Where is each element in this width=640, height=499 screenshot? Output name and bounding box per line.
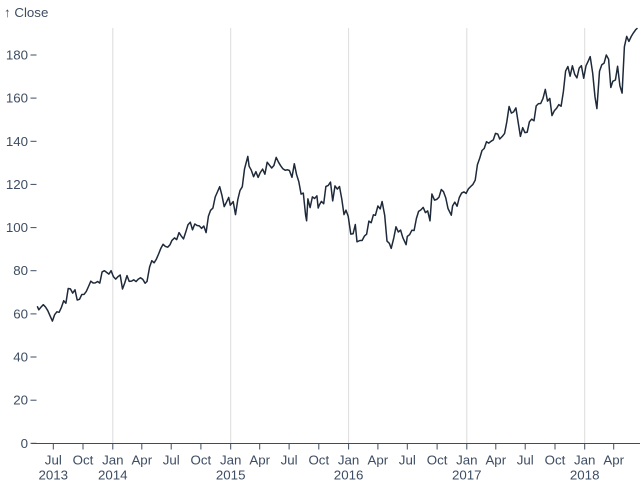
x-tick-month-label: Jan	[102, 453, 123, 468]
x-tick-month-label: Jan	[338, 453, 359, 468]
x-tick-year-label: 2017	[452, 468, 482, 483]
y-tick-value-label: 140	[6, 134, 28, 149]
x-tick-month-label: Apr	[603, 453, 624, 468]
x-tick-month-label: Jul	[517, 453, 534, 468]
close-price-line	[36, 27, 638, 322]
y-axis-title: ↑ Close	[4, 5, 48, 20]
x-tick-month-label: Jan	[220, 453, 241, 468]
y-tick-value-label: 100	[6, 220, 28, 235]
y-axis: 0 20 40 60 80 100 120 140 160 180	[6, 48, 37, 451]
x-tick-month-label: Jul	[399, 453, 416, 468]
x-tick-month-label: Apr	[131, 453, 152, 468]
price-line-group	[36, 27, 638, 322]
x-tick-month-label: Oct	[308, 453, 329, 468]
x-tick-year-label: 2013	[39, 468, 69, 483]
x-tick-month-label: Oct	[427, 453, 448, 468]
y-tick-value-label: 20	[13, 393, 28, 408]
y-tick-value-label: 160	[6, 91, 28, 106]
x-tick-year-label: 2018	[570, 468, 600, 483]
y-tick-value-label: 0	[21, 436, 28, 451]
year-gridlines	[112, 28, 586, 444]
x-tick-month-label: Jan	[456, 453, 477, 468]
x-tick-year-label: 2016	[334, 468, 364, 483]
x-tick-month-label: Jul	[281, 453, 298, 468]
x-tick-month-label: Oct	[545, 453, 566, 468]
y-tick-value-label: 180	[6, 48, 28, 63]
x-tick-month-label: Oct	[73, 453, 94, 468]
y-tick-value-label: 120	[6, 177, 28, 192]
x-tick-month-label: Oct	[191, 453, 212, 468]
y-tick-value-label: 40	[13, 350, 28, 365]
x-tick-month-label: Apr	[368, 453, 389, 468]
y-tick-value-label: 80	[13, 263, 28, 278]
x-tick-year-label: 2015	[216, 468, 246, 483]
x-tick-month-label: Apr	[485, 453, 506, 468]
y-tick-value-label: 60	[13, 306, 28, 321]
x-tick-month-label: Jul	[163, 453, 180, 468]
x-tick-month-label: Jan	[574, 453, 595, 468]
x-tick-month-label: Apr	[249, 453, 270, 468]
x-tick-year-label: 2014	[98, 468, 128, 483]
x-tick-month-label: Jul	[45, 453, 62, 468]
